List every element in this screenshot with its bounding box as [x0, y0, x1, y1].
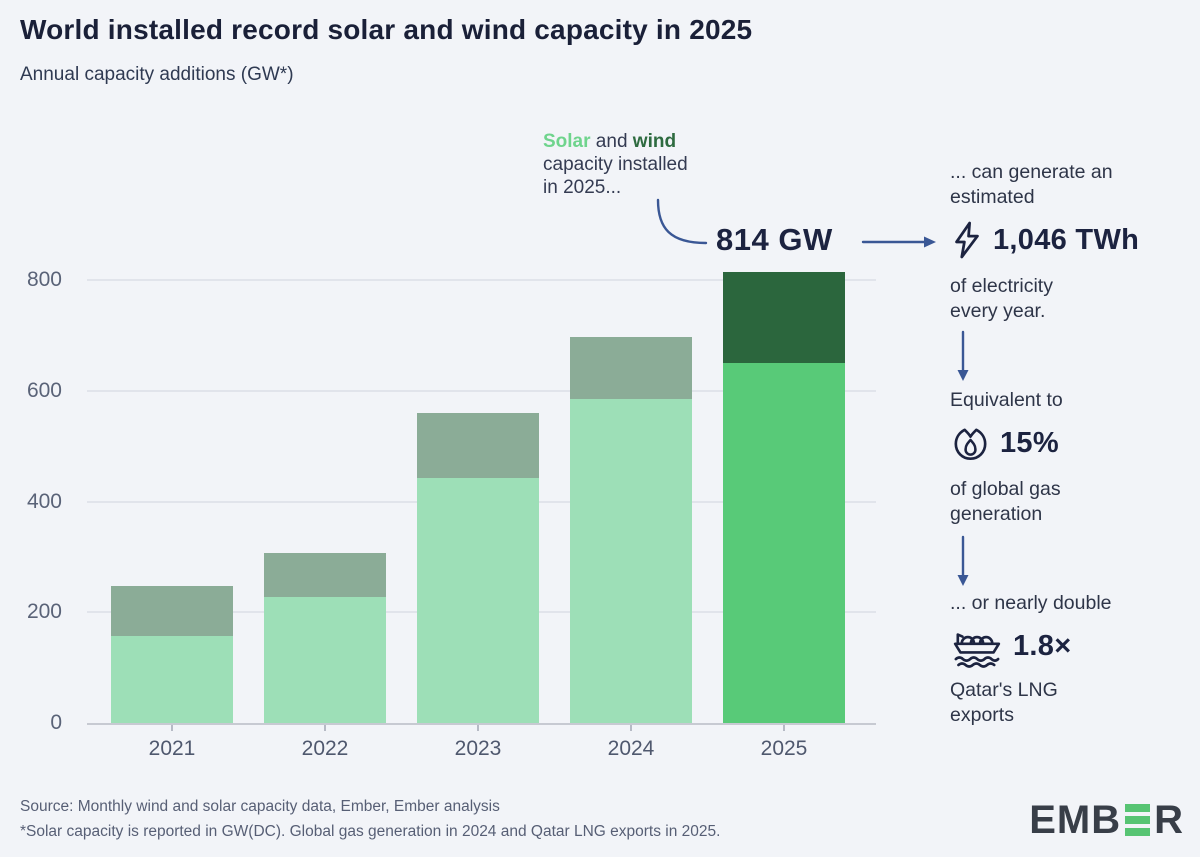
- stat-twh-value: 1,046 TWh: [993, 223, 1140, 256]
- bar-2023: [417, 412, 539, 723]
- solar-word: Solar: [543, 131, 591, 152]
- bar-2025: [723, 272, 845, 723]
- right-arrow-head: [924, 236, 936, 248]
- x-tick-2024: [630, 725, 632, 731]
- bar-2022: [264, 553, 386, 723]
- x-tick-label-2023: 2023: [454, 737, 502, 760]
- gas-flame-icon: [954, 428, 987, 460]
- bar-2024: [570, 337, 692, 723]
- y-tick-label-200: 200: [26, 600, 62, 624]
- annotation-curve-connector: [656, 198, 708, 245]
- ember-logo-green-e-icon: [1125, 804, 1151, 836]
- stat-gas-share: 15%: [950, 422, 1059, 465]
- wind-word: wind: [632, 131, 677, 152]
- gridline-800: [87, 279, 876, 281]
- x-tick-2021: [171, 725, 173, 731]
- gridline-600: [87, 389, 876, 392]
- chart-subtitle: Annual capacity additions (GW*): [20, 64, 294, 85]
- stat-lng: 1.8×: [950, 624, 1071, 669]
- source-line: Source: Monthly wind and solar capacity …: [20, 798, 500, 815]
- bar-2023-wind-segment: [417, 412, 539, 478]
- bar-2022-solar-segment: [264, 597, 386, 723]
- y-tick-label-400: 400: [26, 489, 62, 513]
- stat-gas-share-value: 15%: [1000, 427, 1059, 459]
- and-word: and: [590, 131, 633, 152]
- bar-2025-wind-segment: [723, 272, 845, 364]
- bar-2024-solar-segment: [570, 399, 692, 723]
- stacked-bar-chart: 2021 2022 2023 2024 2025: [87, 272, 876, 760]
- ember-logo-text-right: R: [1154, 798, 1184, 842]
- panel-text-equivalent: Equivalent to: [950, 389, 1063, 411]
- total-capacity-value: 814 GW: [716, 222, 833, 257]
- x-tick-2022: [324, 725, 326, 731]
- bar-2025-solar-segment: [723, 363, 845, 723]
- y-tick-label-800: 800: [26, 268, 62, 291]
- y-tick-label-0: 0: [50, 711, 62, 734]
- panel-text-gas-generation: of global gas generation: [950, 478, 1061, 525]
- y-axis: 0 200 400 600 800: [10, 268, 62, 734]
- panel-text-nearly-double: ... or nearly double: [950, 592, 1112, 614]
- stat-twh: 1,046 TWh: [950, 220, 1139, 260]
- down-arrow-2-head: [957, 575, 969, 586]
- x-tick-label-2022: 2022: [301, 737, 349, 760]
- annotation-line-2: capacity installed: [543, 154, 688, 175]
- x-tick-2023: [477, 725, 479, 731]
- y-tick-label-600: 600: [26, 378, 62, 402]
- panel-text-electricity: of electricity every year.: [950, 275, 1053, 322]
- lightning-bolt-icon: [955, 221, 979, 259]
- bar-2021-wind-segment: [111, 585, 233, 636]
- annotation-line-3: in 2025...: [543, 177, 622, 198]
- page-title: World installed record solar and wind ca…: [20, 14, 753, 45]
- x-tick-label-2025: 2025: [760, 737, 808, 760]
- chart-annotation: Solar and wind capacity installed in 202…: [543, 130, 688, 199]
- bar-2023-solar-segment: [417, 477, 539, 723]
- ember-logo: EMB R: [1029, 800, 1184, 840]
- bar-2021-solar-segment: [111, 635, 233, 723]
- footnote-line: *Solar capacity is reported in GW(DC). G…: [20, 823, 721, 840]
- panel-text-generate: ... can generate an estimated: [950, 161, 1113, 208]
- stat-lng-value: 1.8×: [1013, 630, 1072, 662]
- bar-2024-wind-segment: [570, 337, 692, 400]
- annotation-line-1: Solar and wind: [543, 130, 688, 153]
- lng-tanker-icon: [953, 633, 1001, 668]
- bar-2021: [111, 585, 233, 723]
- down-arrow-1-head: [957, 370, 969, 381]
- ember-logo-text-left: EMB: [1029, 798, 1122, 842]
- panel-text-qatar: Qatar's LNG exports: [950, 679, 1058, 726]
- bar-2022-wind-segment: [264, 553, 386, 598]
- x-tick-2025: [783, 725, 785, 731]
- x-tick-label-2024: 2024: [607, 737, 655, 760]
- x-tick-label-2021: 2021: [148, 737, 196, 760]
